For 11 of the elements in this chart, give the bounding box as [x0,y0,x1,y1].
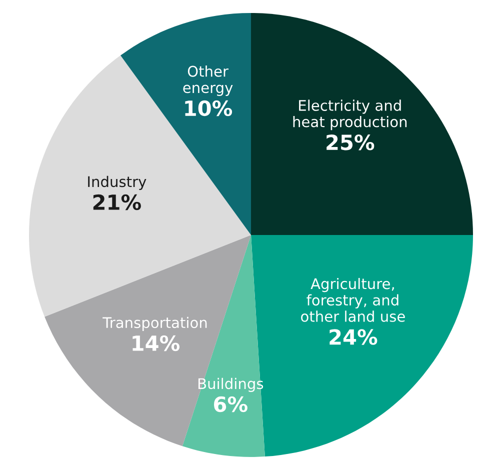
data-label: 25% [326,134,374,150]
data-label: 14% [132,335,180,352]
slice-label: Industry [88,176,146,190]
slice-label: Transportation [102,316,207,331]
slice-label: Electricity and heat production [293,100,407,130]
slice-label: Other energy [183,66,233,96]
slice-label: Agriculture, forestry, and other land use [301,278,405,322]
data-label: 10% [185,100,232,116]
data-label: 6% [214,396,248,412]
data-label: 21% [93,194,141,210]
data-label: 24% [330,329,378,345]
